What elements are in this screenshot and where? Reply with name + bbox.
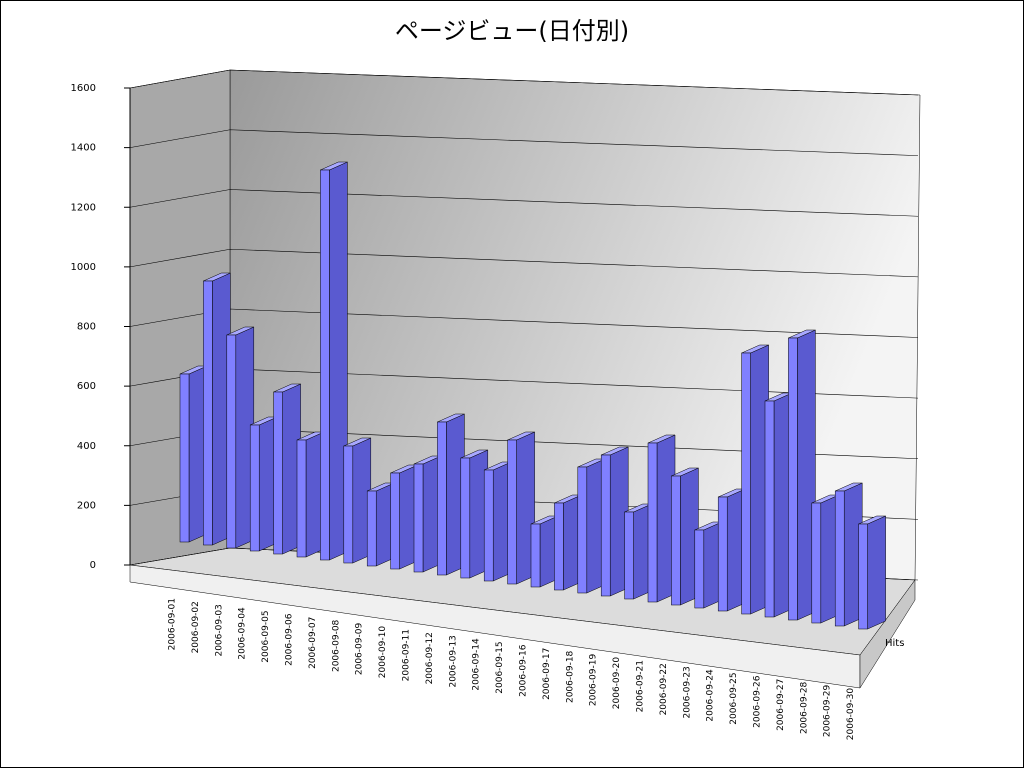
y-tick-label: 400 <box>77 441 96 452</box>
x-tick-label: 2006-09-03 <box>214 604 224 656</box>
bar <box>273 391 283 555</box>
x-tick-label: 2006-09-21 <box>636 660 646 712</box>
grid-line <box>129 189 919 217</box>
bar <box>179 373 190 543</box>
bar <box>788 337 798 621</box>
bar <box>390 472 400 570</box>
y-tick-label: 1200 <box>71 202 96 213</box>
y-tick-label: 200 <box>77 500 96 511</box>
bar <box>203 280 213 546</box>
bar <box>366 490 377 567</box>
x-tick-label: 2006-09-22 <box>659 663 669 715</box>
bar-side <box>867 515 886 630</box>
bar <box>460 457 471 579</box>
bar <box>343 445 354 564</box>
x-tick-label: 2006-09-25 <box>729 672 739 724</box>
bar <box>811 502 822 624</box>
y-tick-label: 1400 <box>71 143 96 154</box>
x-tick-label: 2006-09-26 <box>753 675 763 728</box>
bar <box>554 502 564 591</box>
x-tick-label: 2006-09-11 <box>402 629 412 681</box>
x-tick-label: 2006-09-13 <box>448 635 458 687</box>
x-tick-label: 2006-09-23 <box>682 666 692 718</box>
grid-line <box>129 129 919 156</box>
bar <box>577 466 588 594</box>
bar <box>834 490 845 627</box>
x-tick-label: 2006-09-04 <box>238 607 248 660</box>
bar <box>507 439 517 585</box>
bar <box>858 523 868 630</box>
x-tick-label: 2006-09-16 <box>519 644 529 697</box>
x-tick-label: 2006-09-15 <box>495 641 505 693</box>
bar <box>600 454 611 597</box>
x-tick-label: 2006-09-27 <box>776 679 786 731</box>
bar <box>530 523 541 588</box>
bar <box>437 421 447 576</box>
x-tick-label: 2006-09-07 <box>308 617 318 669</box>
x-tick-label: 2006-09-09 <box>355 623 365 676</box>
y-tick-label: 1000 <box>71 262 96 273</box>
x-tick-label: 2006-09-24 <box>706 669 716 722</box>
x-tick-label: 2006-09-12 <box>425 632 435 684</box>
bar <box>624 511 634 600</box>
x-tick-label: 2006-09-01 <box>168 598 178 650</box>
x-tick-label: 2006-09-08 <box>331 619 341 672</box>
bar <box>741 352 751 615</box>
x-tick-label: 2006-09-20 <box>612 657 622 710</box>
bar <box>249 424 260 552</box>
bar <box>226 334 237 549</box>
y-tick-label: 800 <box>77 322 96 333</box>
x-tick-label: 2006-09-17 <box>542 648 552 700</box>
bar <box>764 400 775 618</box>
bar <box>320 169 330 561</box>
y-tick-label: 600 <box>77 381 96 392</box>
chart-title: ページビュー(日付別) <box>395 17 629 45</box>
bar <box>296 439 307 558</box>
series-label: Hits <box>885 638 904 649</box>
x-tick-label: 2006-09-14 <box>472 638 482 691</box>
y-tick-label: 1600 <box>71 83 96 94</box>
x-tick-label: 2006-09-29 <box>823 685 833 738</box>
bar <box>647 442 658 603</box>
x-tick-label: 2006-09-28 <box>799 681 809 734</box>
bar <box>413 463 424 573</box>
bar <box>717 496 728 612</box>
x-tick-label: 2006-09-05 <box>261 610 271 662</box>
grid-line <box>129 69 919 96</box>
x-tick-label: 2006-09-06 <box>285 613 295 666</box>
bar <box>483 469 494 582</box>
y-tick-label: 0 <box>90 560 96 571</box>
floor-side <box>859 579 916 689</box>
x-tick-label: 2006-09-18 <box>565 650 575 703</box>
x-tick-label: 2006-09-19 <box>589 654 599 707</box>
bar <box>671 475 681 606</box>
x-tick-label: 2006-09-30 <box>846 688 856 741</box>
x-tick-label: 2006-09-02 <box>191 601 201 653</box>
x-tick-label: 2006-09-10 <box>378 626 388 679</box>
grid-line <box>129 248 919 278</box>
bar <box>694 529 705 609</box>
